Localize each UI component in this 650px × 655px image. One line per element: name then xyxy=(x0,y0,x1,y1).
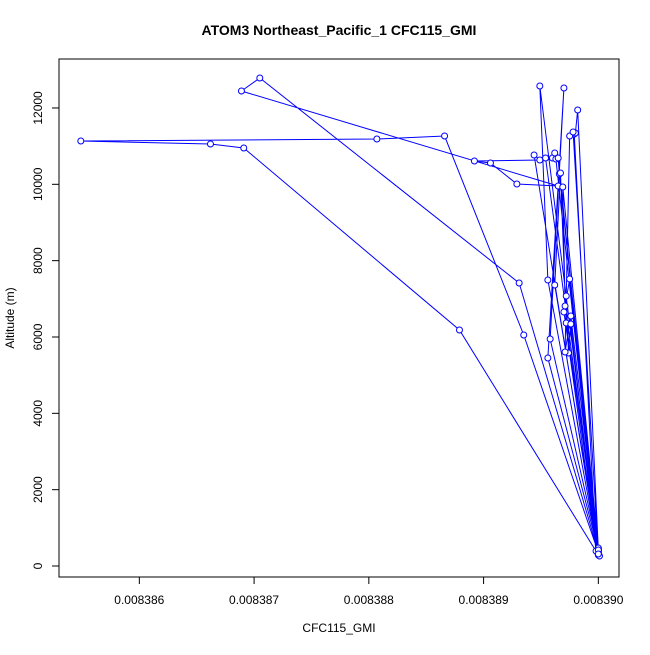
data-point xyxy=(515,279,523,287)
y-tick-label: 12000 xyxy=(31,91,45,125)
x-tick-label: 0.008387 xyxy=(229,593,279,607)
data-point xyxy=(441,132,449,140)
y-tick-label: 2000 xyxy=(31,476,45,503)
data-point xyxy=(530,151,538,159)
data-point xyxy=(554,154,562,162)
x-tick-label: 0.008390 xyxy=(573,593,623,607)
data-point xyxy=(513,180,521,188)
data-point xyxy=(542,154,550,162)
data-point xyxy=(240,144,248,152)
data-point xyxy=(561,302,569,310)
data-point xyxy=(544,276,552,284)
y-tick-label: 8000 xyxy=(31,247,45,274)
data-point xyxy=(594,550,602,558)
data-point xyxy=(256,74,264,82)
data-point xyxy=(556,169,564,177)
data-point xyxy=(566,275,574,283)
data-point xyxy=(373,135,381,143)
data-point xyxy=(567,320,575,328)
data-point xyxy=(536,82,544,90)
plot-frame xyxy=(58,58,620,578)
chart-title: ATOM3 Northeast_Pacific_1 CFC115_GMI xyxy=(202,22,477,38)
data-point xyxy=(569,128,577,136)
data-point xyxy=(470,157,478,165)
data-point xyxy=(574,106,582,114)
data-point xyxy=(546,335,554,343)
y-tick-label: 4000 xyxy=(31,400,45,427)
data-point xyxy=(560,84,568,92)
x-tick-label: 0.008386 xyxy=(114,593,164,607)
data-point xyxy=(77,137,85,145)
data-point xyxy=(486,159,494,167)
x-axis-label: CFC115_GMI xyxy=(302,621,375,635)
data-point xyxy=(206,140,214,148)
x-tick-label: 0.008388 xyxy=(344,593,394,607)
data-point xyxy=(559,183,567,191)
data-point xyxy=(560,308,568,316)
data-point xyxy=(551,281,559,289)
y-axis-label: Altitude (m) xyxy=(3,287,17,348)
y-tick-label: 6000 xyxy=(31,323,45,350)
data-point xyxy=(237,87,245,95)
x-tick-label: 0.008389 xyxy=(459,593,509,607)
data-point xyxy=(536,156,544,164)
data-line xyxy=(80,77,600,557)
data-point xyxy=(567,312,575,320)
y-tick-label: 10000 xyxy=(31,167,45,201)
data-point xyxy=(544,354,552,362)
data-point xyxy=(561,348,569,356)
data-point xyxy=(562,292,570,300)
y-tick-label: 0 xyxy=(31,562,45,569)
data-point xyxy=(455,326,463,334)
data-point xyxy=(520,331,528,339)
